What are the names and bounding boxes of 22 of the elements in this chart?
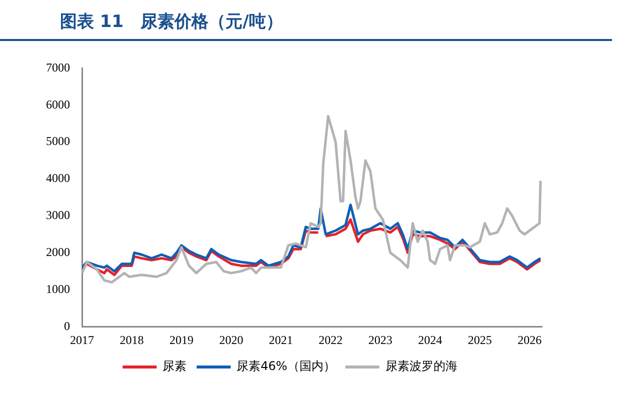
x-tick-label: 2025 [468, 332, 492, 347]
x-tick-label: 2026 [518, 332, 542, 347]
chart-title: 图表 11 尿素价格（元/吨） [0, 8, 612, 41]
x-tick-label: 2023 [368, 332, 392, 347]
y-tick-label: 5000 [46, 134, 70, 148]
legend-label: 尿素 [162, 359, 187, 374]
x-tick-label: 2017 [70, 332, 94, 347]
y-tick-label: 6000 [46, 97, 70, 112]
x-tick-label: 2021 [268, 332, 293, 347]
x-tick-label: 2022 [318, 332, 343, 347]
y-tick-label: 1000 [46, 282, 70, 296]
y-tick-label: 4000 [46, 171, 70, 186]
y-tick-label: 0 [64, 318, 70, 333]
legend-label: 尿素波罗的海 [385, 359, 458, 374]
x-tick-label: 2018 [120, 332, 144, 347]
x-tick-label: 2024 [418, 332, 442, 347]
y-tick-label: 2000 [46, 244, 70, 259]
x-tick-label: 2020 [219, 332, 244, 347]
y-tick-label: 3000 [46, 208, 70, 222]
y-tick-label: 7000 [46, 60, 70, 74]
legend-label: 尿素46%（国内） [236, 359, 336, 374]
x-tick-label: 2019 [169, 332, 194, 347]
